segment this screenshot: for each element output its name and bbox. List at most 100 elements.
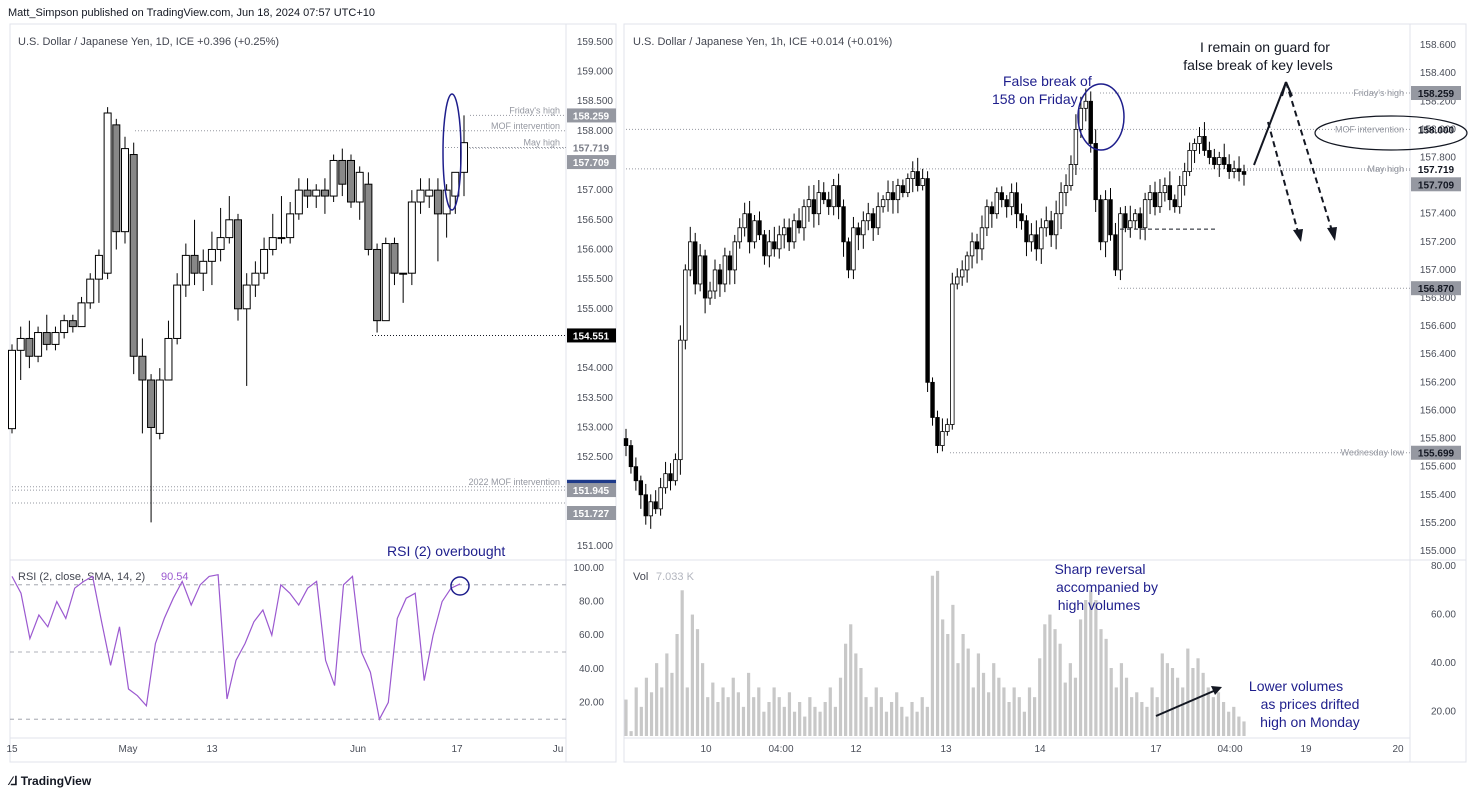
left-time-axis[interactable]: 15 May 13 Jun 17 Ju: [6, 744, 563, 755]
hourly-candle: [1202, 122, 1207, 156]
volume-bar: [1165, 663, 1169, 736]
hourly-candle: [1172, 194, 1177, 213]
hourly-candle: [935, 410, 940, 454]
volume-bar: [1150, 687, 1154, 736]
mof-level-ellipse: [1314, 115, 1468, 151]
candle-body: [1217, 157, 1222, 165]
candle-body: [1009, 192, 1014, 208]
volume-bar: [706, 697, 710, 736]
volume-bar: [711, 682, 715, 736]
price-tag: [567, 328, 616, 343]
candle-body: [1048, 220, 1054, 236]
candle-body: [945, 424, 950, 432]
hourly-candle: [950, 272, 955, 430]
volume-bar: [935, 570, 940, 736]
upswing-line: [1253, 81, 1287, 166]
hourly-candle: [683, 264, 688, 350]
left-candles: [8, 107, 468, 523]
candle-body: [925, 178, 930, 383]
daily-candle: [442, 184, 451, 238]
hourly-candle: [930, 377, 935, 426]
candle-body: [347, 159, 355, 203]
hourly-candle: [994, 187, 999, 219]
price-tag: [567, 483, 616, 498]
volume-bar: [1232, 706, 1236, 736]
hourly-candle: [1152, 181, 1158, 216]
left-price-tags: 158.259157.719157.709154.551152.000151.9…: [567, 108, 616, 520]
volume-bar: [884, 711, 889, 736]
left-x-tick: Ju: [553, 744, 564, 755]
daily-candle: [303, 178, 312, 208]
hourly-candle: [875, 192, 881, 235]
candle-body: [722, 255, 728, 285]
daily-candle: [399, 272, 408, 303]
volume-bar: [752, 697, 756, 736]
candle-body: [155, 379, 164, 434]
hourly-candle: [1187, 142, 1192, 177]
daily-candle: [390, 237, 399, 286]
candle-body: [811, 199, 817, 215]
volume-bar: [828, 687, 832, 736]
candle-body: [320, 189, 329, 197]
right-x-tick: 10: [700, 744, 712, 755]
price-tag-value: 157.709: [573, 158, 610, 169]
footer-brand[interactable]: ⁄⅃ TradingView: [10, 774, 91, 788]
candle-body: [836, 185, 841, 208]
right-price-axis[interactable]: 158.600158.400158.200158.000157.800157.6…: [1420, 40, 1457, 557]
volume-bar: [1237, 716, 1241, 736]
candle-body: [1167, 185, 1173, 201]
hourly-candle: [1226, 154, 1232, 179]
hourly-candle: [1058, 182, 1064, 230]
candle-body: [969, 241, 975, 257]
right-x-tick: 17: [1150, 744, 1162, 755]
hourly-candle: [1098, 194, 1103, 251]
candle-body: [164, 337, 173, 381]
candle-body: [1187, 150, 1192, 172]
candle-body: [1088, 100, 1093, 144]
hourly-candle: [989, 201, 995, 228]
volume-bar: [905, 716, 909, 736]
hourly-candle: [762, 230, 767, 265]
candle-body: [216, 237, 225, 250]
rsi-y-tick: 80.00: [579, 597, 604, 608]
hourly-candle: [1128, 205, 1133, 238]
candle-body: [653, 501, 658, 510]
right-time-axis[interactable]: 10 04:00 12 13 14 17 04:00 19 20: [700, 744, 1404, 755]
candle-body: [821, 192, 826, 201]
publisher-header: Matt_Simpson published on TradingView.co…: [8, 7, 375, 19]
volume-bar: [726, 697, 730, 736]
candle-body: [147, 379, 156, 428]
hourly-candle: [653, 490, 658, 514]
candle-body: [1034, 234, 1039, 250]
candle-body: [103, 112, 112, 274]
hourly-candle: [796, 208, 802, 234]
hourly-candle: [1192, 138, 1197, 164]
level-label: Friday's high: [1353, 88, 1404, 98]
hourly-candle: [984, 199, 990, 237]
volume-bar: [1140, 702, 1144, 736]
volume-bar: [634, 687, 638, 736]
candle-body: [628, 445, 634, 468]
volume-bar: [910, 702, 914, 736]
candle-body: [34, 332, 43, 357]
chart-canvas[interactable]: U.S. Dollar / Japanese Yen, 1D, ICE +0.3…: [0, 0, 1476, 770]
on-guard-text-1: I remain on guard for: [1200, 39, 1330, 55]
candle-body: [702, 255, 708, 299]
volume-bar: [772, 687, 776, 736]
candle-body: [1118, 213, 1123, 271]
candle-body: [752, 220, 757, 243]
candle-body: [875, 206, 881, 229]
candle-body: [623, 438, 629, 446]
hourly-candle: [623, 428, 629, 457]
candle-body: [181, 254, 190, 286]
volume-bar: [1119, 663, 1124, 736]
daily-candle: [129, 142, 138, 375]
hourly-candle: [979, 215, 985, 261]
volume-bar: [1094, 600, 1098, 736]
candle-body: [905, 178, 911, 194]
volume-bar: [1145, 706, 1149, 736]
left-y-tick: 152.500: [577, 452, 614, 463]
projection-arrows: [1253, 81, 1337, 242]
candle-body: [138, 355, 147, 381]
daily-candle: [364, 172, 373, 256]
